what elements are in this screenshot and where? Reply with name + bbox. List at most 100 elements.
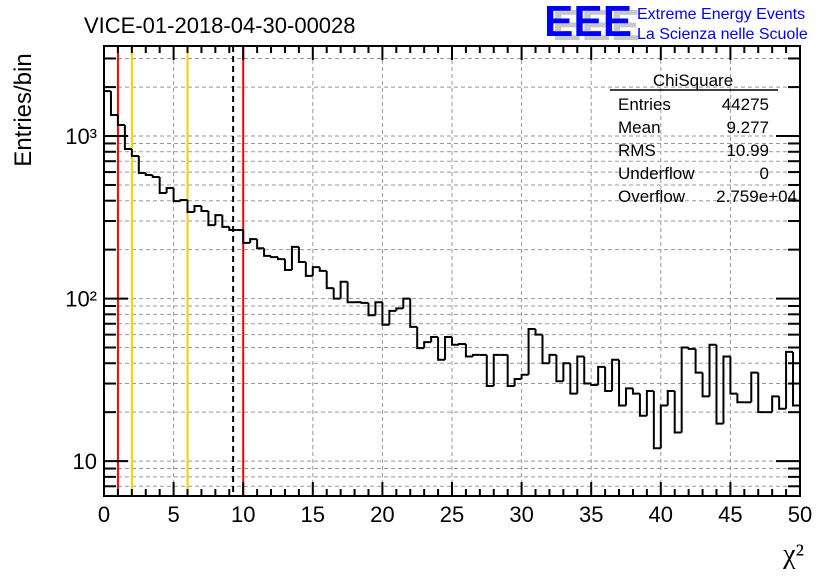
histogram-bin	[277, 257, 285, 261]
cut-lines	[116, 46, 245, 496]
histogram-bin	[715, 344, 724, 425]
histogram-bin	[673, 390, 682, 434]
histogram-bin	[151, 174, 160, 178]
histogram-bin	[680, 346, 689, 433]
histogram-bin	[207, 210, 216, 227]
histogram-bin	[785, 350, 794, 409]
histogram-bin	[367, 302, 376, 317]
stats-label: RMS	[618, 141, 656, 160]
histogram-bin	[249, 238, 258, 243]
x-tick-label: 30	[509, 502, 533, 527]
stats-label: Mean	[618, 118, 661, 137]
stats-value: 10.99	[726, 141, 769, 160]
x-tick-label: 5	[167, 502, 179, 527]
histogram-bin	[270, 255, 278, 259]
histogram-bin	[179, 199, 188, 202]
histogram-bin	[214, 214, 223, 226]
histogram-bin	[464, 344, 473, 358]
histogram-bin	[339, 280, 348, 299]
histogram-bin	[360, 301, 369, 304]
grid	[104, 46, 800, 496]
histogram-bin	[736, 393, 745, 404]
y-tick-label: 10²	[65, 287, 97, 312]
histogram-bin	[708, 343, 717, 397]
histogram-bin	[548, 353, 557, 364]
histogram-bin	[562, 362, 571, 382]
stats-value: 2.759e+04	[716, 187, 797, 206]
histogram-bin	[130, 149, 139, 158]
x-tick-label: 45	[718, 502, 742, 527]
histogram-bin	[527, 327, 536, 375]
histogram-bin	[172, 187, 181, 203]
logo-line2: La Scienza nelle Scuole	[637, 26, 808, 43]
histogram-bin	[444, 336, 452, 360]
histogram-bin	[116, 115, 125, 127]
histogram-bin	[430, 336, 439, 343]
histogram-bin	[701, 372, 710, 398]
histogram-bin	[652, 390, 661, 450]
histogram-bin	[395, 307, 404, 311]
y-tick-label: 10	[73, 449, 97, 474]
histogram-bin	[659, 404, 668, 449]
histogram-bin	[750, 371, 759, 403]
histogram-bin	[534, 328, 543, 336]
histogram-bin	[318, 267, 327, 272]
histogram-bin	[541, 334, 550, 365]
histogram-bin	[611, 358, 620, 391]
y-tick-label: 10³	[65, 124, 97, 149]
y-axis-label: Entries/bin	[10, 53, 37, 166]
stats-value: 44275	[722, 95, 769, 114]
histogram-bin	[290, 245, 299, 270]
stats-value: 0	[760, 164, 769, 183]
x-tick-label: 10	[231, 502, 255, 527]
histogram-bin	[513, 378, 522, 386]
x-tick-label: 35	[579, 502, 603, 527]
histogram-bin	[792, 351, 800, 407]
histogram-bin	[451, 337, 459, 346]
axis-ticks: 0 5 10 15 20 25 30 35 40 45 50 10 10² 10³	[65, 46, 812, 527]
stats-label: Entries	[618, 95, 671, 114]
stats-title: ChiSquare	[653, 71, 733, 90]
histogram-bin	[590, 383, 599, 386]
histogram-bin	[583, 356, 592, 385]
x-tick-label: 40	[649, 502, 673, 527]
x-tick-label: 25	[440, 502, 464, 527]
histogram-bin	[263, 248, 272, 257]
histogram-bin	[729, 356, 738, 395]
histogram-bin	[200, 206, 209, 212]
stats-label: Overflow	[618, 187, 686, 206]
histogram-bin	[485, 354, 494, 387]
histogram-bin	[228, 226, 237, 232]
histogram-bin	[374, 301, 383, 316]
histogram-bin	[506, 354, 515, 387]
histogram-bin	[144, 173, 153, 176]
histogram-bin	[109, 91, 118, 117]
histogram-bin	[416, 326, 425, 350]
histogram-bin	[471, 353, 480, 357]
histogram-bin	[346, 281, 355, 304]
x-axis-label: χ²	[782, 539, 804, 570]
chart-title: VICE-01-2018-04-30-00028	[84, 13, 356, 38]
histogram-bin	[242, 230, 251, 244]
logo-mark: EEE	[544, 0, 632, 46]
x-tick-label: 0	[98, 502, 110, 527]
histogram-bin	[631, 388, 640, 395]
histogram-bin	[492, 353, 501, 386]
histogram-bin	[604, 366, 613, 392]
histogram-bin	[158, 176, 167, 195]
histogram-bin	[304, 261, 313, 277]
histogram-bin	[437, 337, 446, 361]
histogram-bin	[757, 372, 766, 414]
histogram-bin	[297, 246, 306, 263]
histogram-bin	[638, 393, 647, 417]
stats-value: 9.277	[726, 118, 769, 137]
x-tick-label: 50	[788, 502, 812, 527]
histogram-bin	[694, 348, 703, 374]
histogram-bin	[771, 395, 780, 413]
histogram-bin	[283, 259, 292, 271]
histogram-bin	[165, 186, 174, 194]
histogram-bin	[311, 266, 320, 276]
histogram-bin	[618, 359, 626, 407]
histogram-bin	[381, 302, 390, 326]
